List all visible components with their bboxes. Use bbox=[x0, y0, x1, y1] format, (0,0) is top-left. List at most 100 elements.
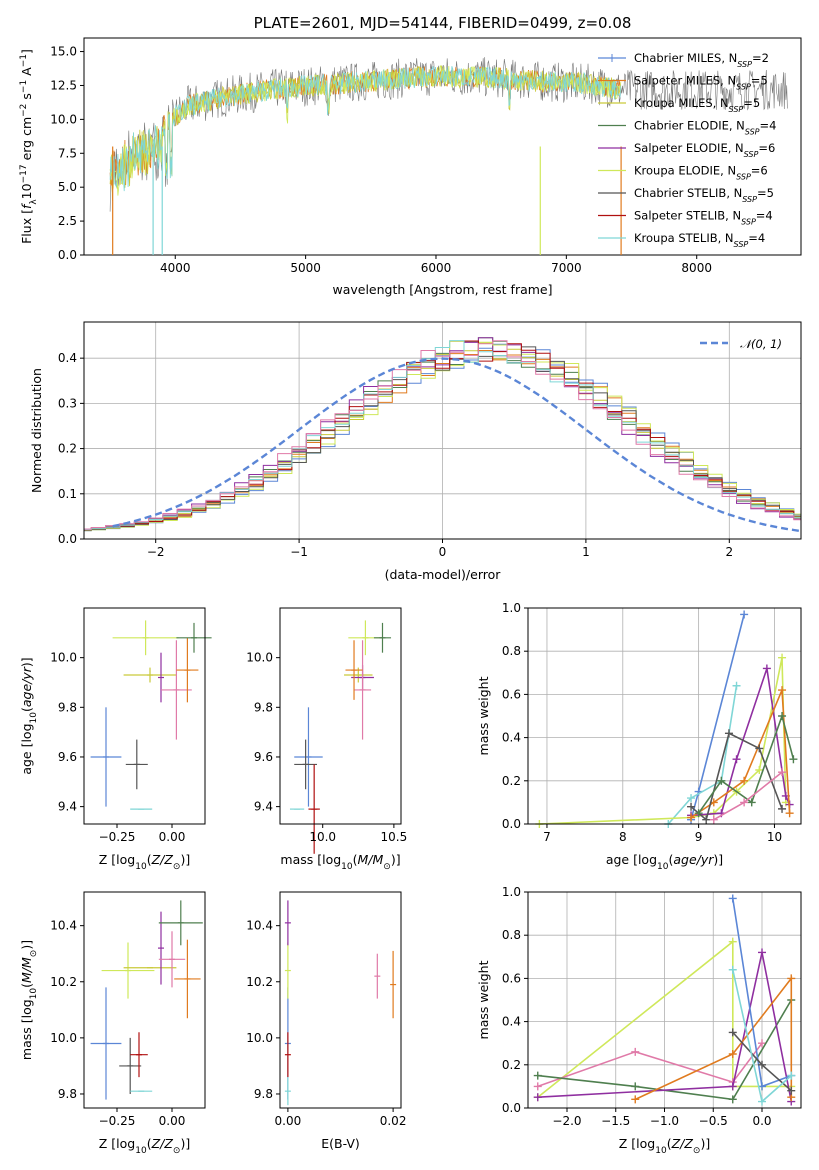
y-tick-label: 0.0 bbox=[502, 817, 521, 831]
y-tick-label: 0.4 bbox=[502, 731, 521, 745]
y-tick-label: 0.4 bbox=[58, 351, 77, 365]
x-tick-label: −2.0 bbox=[552, 1114, 581, 1128]
histogram-series bbox=[84, 337, 801, 530]
weight-marker bbox=[758, 1060, 766, 1069]
axes-frame bbox=[279, 607, 402, 825]
normal-curve bbox=[112, 357, 801, 533]
axes-frame bbox=[83, 37, 802, 256]
x-tick-label: −1.5 bbox=[601, 1114, 630, 1128]
weight-marker bbox=[694, 809, 703, 818]
y-tick-label: 0.6 bbox=[502, 687, 521, 701]
y-tick-label: 0.0 bbox=[58, 532, 77, 546]
weight-marker bbox=[778, 768, 787, 777]
weight-marker bbox=[758, 948, 766, 957]
residuals-frame: −2 −1 0 1 2 0.0 0.1 0.2 0.3 0.4 bbox=[58, 321, 802, 559]
x-axis-label: wavelength [Angstrom, rest frame] bbox=[332, 282, 552, 297]
legend-entry: Kroupa STELIB, NSSP=4 bbox=[634, 231, 765, 249]
weight-marker bbox=[787, 1071, 796, 1080]
weight-marker bbox=[758, 1097, 766, 1106]
y-tick-label: 1.0 bbox=[502, 601, 521, 615]
y-tick-label: 9.6 bbox=[58, 750, 77, 764]
weight-marker bbox=[533, 1093, 542, 1102]
histograms bbox=[84, 337, 801, 533]
weight-series bbox=[537, 952, 793, 1102]
histogram-series bbox=[84, 340, 801, 530]
x-tick-label: −1.0 bbox=[650, 1114, 679, 1128]
x-axis-label: Z [log10(Z/Z⊙)] bbox=[99, 1136, 190, 1156]
mass-Z-points bbox=[90, 900, 203, 1100]
weight-marker bbox=[778, 653, 787, 662]
x-axis-label: age [log10(age/yr)] bbox=[606, 852, 723, 872]
x-tick-label: 0.00 bbox=[159, 830, 186, 844]
y-tick-label: 10.0 bbox=[246, 1031, 273, 1045]
x-tick-label: 0.00 bbox=[159, 1114, 186, 1128]
y-tick-label: 0.0 bbox=[502, 1101, 521, 1115]
weight-marker bbox=[778, 804, 787, 813]
y-tick-label: 15.0 bbox=[50, 45, 77, 59]
y-tick-label: 10.4 bbox=[50, 919, 77, 933]
x-tick-label: 8 bbox=[619, 830, 627, 844]
x-tick-label: 5000 bbox=[290, 261, 321, 275]
y-axis-label: mass [log10(M/M⊙)] bbox=[19, 940, 39, 1060]
y-tick-label: 10.0 bbox=[50, 1031, 77, 1045]
y-axis-label: Flux [fλ10−17 erg cm−2 s−1 A−1] bbox=[19, 49, 39, 244]
y-axis-label: age [log10(age/yr)] bbox=[19, 657, 39, 774]
weight-marker bbox=[778, 712, 787, 720]
weight-marker bbox=[631, 1082, 640, 1091]
weight-marker bbox=[728, 937, 737, 946]
x-tick-label: 10.0 bbox=[309, 830, 336, 844]
y-tick-label: 0.8 bbox=[502, 928, 521, 942]
y-tick-label: 9.6 bbox=[254, 750, 273, 764]
weight-marker bbox=[631, 1095, 640, 1104]
y-tick-label: 10.2 bbox=[50, 975, 77, 989]
legend-entry: Chabrier ELODIE, NSSP=4 bbox=[634, 119, 776, 137]
mass-EBV-frame: 0.00 0.02 9.8 10.0 10.2 10.4 bbox=[246, 891, 406, 1128]
y-tick-label: 5.0 bbox=[58, 180, 77, 194]
age-mass-frame: 10.0 10.5 9.4 9.6 9.8 10.0 bbox=[246, 607, 407, 844]
legend-entry: Chabrier STELIB, NSSP=5 bbox=[634, 186, 774, 204]
axes-frame bbox=[279, 891, 402, 1109]
y-axis-label: mass weight bbox=[476, 960, 491, 1039]
legend-entry: 𝒩(0, 1) bbox=[740, 337, 782, 351]
x-tick-label: 0.00 bbox=[275, 1114, 302, 1128]
x-tick-label: 0.0 bbox=[752, 1114, 771, 1128]
chart-title: PLATE=2601, MJD=54144, FIBERID=0499, z=0… bbox=[254, 14, 632, 32]
weight-marker bbox=[740, 610, 749, 619]
weight-marker bbox=[732, 681, 741, 690]
y-tick-label: 9.4 bbox=[58, 800, 77, 814]
y-tick-label: 0.1 bbox=[58, 487, 77, 501]
y-tick-label: 7.5 bbox=[58, 146, 77, 160]
weight-marker bbox=[740, 798, 749, 807]
y-tick-label: 10.0 bbox=[50, 112, 77, 126]
age-Z-frame: −0.25 0.00 9.4 9.6 9.8 10.0 bbox=[50, 607, 206, 844]
y-tick-label: 10.2 bbox=[246, 975, 273, 989]
weight-series bbox=[537, 999, 792, 1101]
weight-marker bbox=[755, 766, 764, 774]
legend-entry: Salpeter ELODIE, NSSP=6 bbox=[634, 141, 775, 159]
x-tick-label: −2 bbox=[147, 545, 165, 559]
x-axis-label: Z [log10(Z/Z⊙)] bbox=[619, 1136, 710, 1156]
x-tick-label: −0.25 bbox=[99, 1114, 136, 1128]
y-axis-label: mass weight bbox=[476, 676, 491, 755]
histogram-series bbox=[84, 341, 801, 532]
weight-marker bbox=[687, 794, 696, 803]
y-tick-label: 9.8 bbox=[254, 700, 273, 714]
y-tick-label: 0.2 bbox=[58, 442, 77, 456]
axes-frame bbox=[527, 607, 802, 825]
axes-frame bbox=[83, 891, 206, 1109]
x-tick-label: 6000 bbox=[421, 261, 452, 275]
age-Z-points bbox=[90, 620, 212, 810]
x-axis-label: Z [log10(Z/Z⊙)] bbox=[99, 852, 190, 872]
y-tick-label: 0.2 bbox=[502, 774, 521, 788]
mass-Z-frame: −0.25 0.00 9.8 10.0 10.2 10.4 bbox=[50, 891, 206, 1128]
y-tick-label: 12.5 bbox=[50, 78, 77, 92]
weight-age-frame: 7 8 9 10 0.0 0.2 0.4 0.6 0.8 1.0 bbox=[502, 601, 802, 844]
weight-marker bbox=[728, 1050, 737, 1058]
data-spectrum bbox=[109, 57, 788, 212]
weight-marker bbox=[789, 755, 798, 764]
weight-marker bbox=[778, 686, 787, 695]
weight-marker bbox=[709, 815, 718, 824]
weight-marker bbox=[785, 809, 794, 818]
legend-entry: Salpeter MILES, NSSP=5 bbox=[634, 74, 768, 92]
